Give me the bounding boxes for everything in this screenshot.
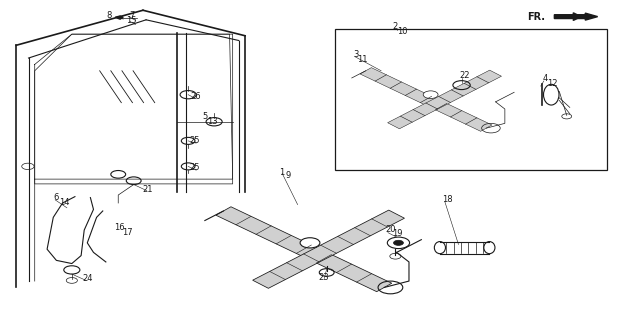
Text: FR.: FR. — [527, 12, 545, 22]
Text: 15: 15 — [126, 16, 137, 25]
Text: 13: 13 — [207, 117, 218, 126]
Text: 18: 18 — [442, 195, 453, 204]
Text: 5: 5 — [202, 113, 208, 122]
FancyArrow shape — [554, 13, 598, 20]
Text: 9: 9 — [286, 172, 291, 180]
Text: 3: 3 — [353, 50, 358, 59]
Polygon shape — [388, 70, 502, 129]
Text: 16: 16 — [114, 223, 125, 232]
Polygon shape — [360, 68, 492, 131]
Polygon shape — [115, 16, 123, 19]
Text: 7: 7 — [129, 12, 135, 20]
Text: 19: 19 — [392, 229, 403, 238]
Polygon shape — [216, 207, 392, 292]
Text: 2: 2 — [392, 22, 397, 31]
Text: 11: 11 — [357, 54, 368, 63]
Text: 17: 17 — [122, 228, 133, 237]
Circle shape — [394, 240, 404, 245]
Text: 23: 23 — [318, 273, 329, 282]
Text: 10: 10 — [397, 28, 408, 36]
Circle shape — [300, 238, 320, 248]
Text: 6: 6 — [54, 193, 59, 202]
Text: 26: 26 — [191, 92, 202, 101]
Ellipse shape — [435, 242, 446, 254]
Polygon shape — [252, 210, 404, 288]
Text: 1: 1 — [279, 168, 284, 177]
Circle shape — [423, 91, 438, 99]
Text: 14: 14 — [59, 198, 69, 207]
Text: 22: 22 — [459, 71, 470, 80]
Text: 4: 4 — [542, 74, 547, 83]
Text: 24: 24 — [82, 274, 92, 283]
Text: 25: 25 — [190, 136, 200, 145]
Bar — [335, 29, 607, 170]
Text: 25: 25 — [190, 164, 200, 172]
Ellipse shape — [484, 242, 495, 254]
Text: 8: 8 — [106, 12, 112, 20]
Text: 20: 20 — [385, 225, 396, 234]
Text: 12: 12 — [547, 79, 558, 88]
Text: 21: 21 — [143, 185, 153, 194]
